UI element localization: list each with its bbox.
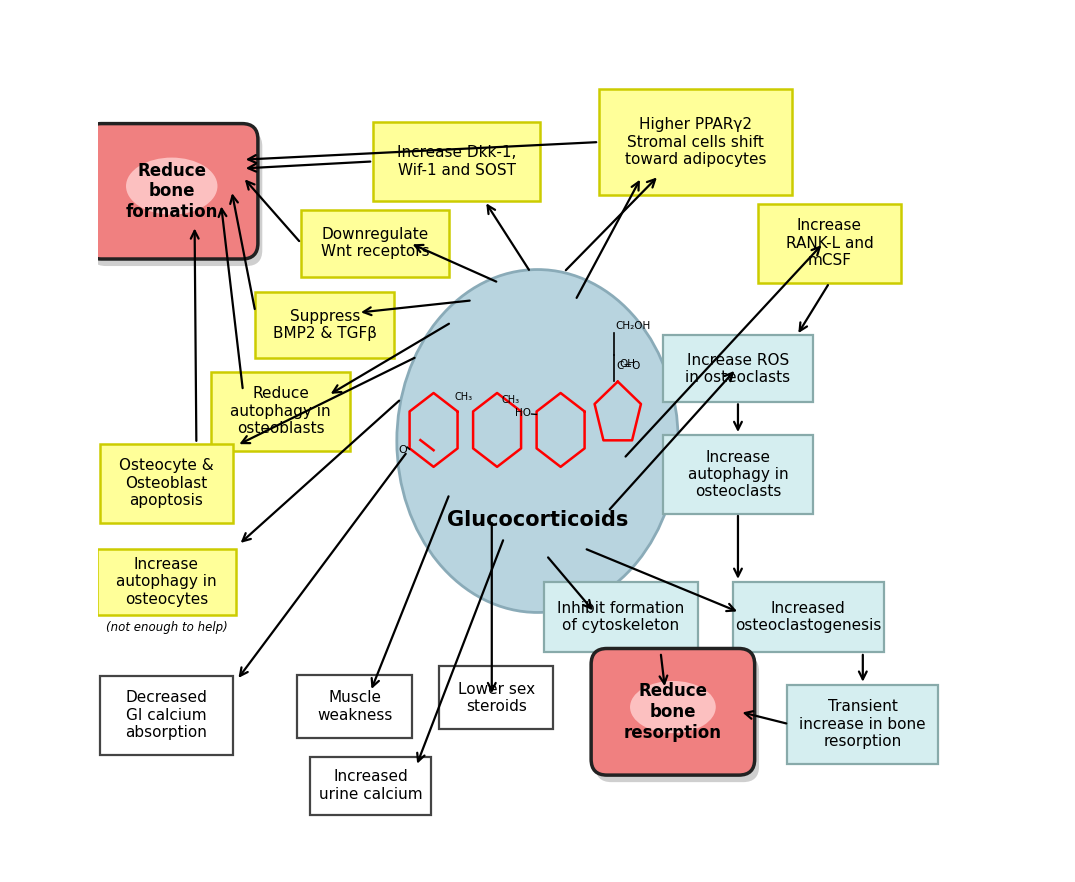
FancyBboxPatch shape	[86, 123, 258, 259]
FancyBboxPatch shape	[255, 292, 395, 358]
Text: Muscle
weakness: Muscle weakness	[317, 691, 392, 722]
FancyBboxPatch shape	[733, 581, 884, 652]
Text: Decreased
GI calcium
absorption: Decreased GI calcium absorption	[126, 691, 207, 740]
Text: Increase Dkk-1,
Wif-1 and SOST: Increase Dkk-1, Wif-1 and SOST	[397, 146, 516, 177]
Text: OH: OH	[619, 359, 635, 370]
FancyBboxPatch shape	[100, 444, 233, 523]
Text: Glucocorticoids: Glucocorticoids	[447, 510, 628, 530]
Text: Higher PPARγ2
Stromal cells shift
toward adipocytes: Higher PPARγ2 Stromal cells shift toward…	[625, 117, 766, 167]
Text: Increased
osteoclastogenesis: Increased osteoclastogenesis	[735, 601, 882, 633]
Text: CH₂OH: CH₂OH	[615, 321, 650, 331]
Text: Increase
autophagy in
osteoclasts: Increase autophagy in osteoclasts	[688, 450, 788, 499]
FancyBboxPatch shape	[90, 131, 262, 266]
Ellipse shape	[630, 681, 716, 733]
Text: Downregulate
Wnt receptors: Downregulate Wnt receptors	[320, 227, 429, 259]
Text: Increased
urine calcium: Increased urine calcium	[318, 769, 422, 802]
FancyBboxPatch shape	[544, 581, 698, 652]
Text: Reduce
autophagy in
osteoblasts: Reduce autophagy in osteoblasts	[230, 386, 331, 436]
Text: Osteocyte &
Osteoblast
apoptosis: Osteocyte & Osteoblast apoptosis	[119, 459, 214, 508]
FancyBboxPatch shape	[439, 666, 554, 729]
FancyBboxPatch shape	[596, 655, 759, 782]
Text: Increase ROS
in osteoclasts: Increase ROS in osteoclasts	[686, 353, 790, 385]
Text: Transient
increase in bone
resorption: Transient increase in bone resorption	[800, 699, 927, 749]
FancyBboxPatch shape	[97, 549, 235, 615]
FancyBboxPatch shape	[100, 676, 233, 755]
Text: O: O	[399, 445, 407, 455]
Ellipse shape	[397, 270, 678, 612]
FancyBboxPatch shape	[373, 122, 540, 201]
FancyBboxPatch shape	[310, 757, 431, 815]
FancyBboxPatch shape	[301, 210, 448, 277]
FancyBboxPatch shape	[591, 648, 755, 775]
Ellipse shape	[126, 158, 217, 214]
FancyBboxPatch shape	[599, 89, 792, 195]
FancyBboxPatch shape	[298, 675, 412, 738]
FancyBboxPatch shape	[787, 684, 938, 764]
FancyBboxPatch shape	[663, 435, 813, 514]
Text: CH₃: CH₃	[455, 392, 473, 402]
Text: CH₃: CH₃	[502, 394, 520, 405]
Text: Reduce
bone
formation: Reduce bone formation	[126, 161, 218, 221]
Text: C=O: C=O	[617, 361, 641, 371]
Text: Inhibit formation
of cytoskeleton: Inhibit formation of cytoskeleton	[558, 601, 685, 633]
Text: (not enough to help): (not enough to help)	[105, 621, 227, 634]
FancyBboxPatch shape	[212, 371, 350, 451]
Text: Reduce
bone
resorption: Reduce bone resorption	[624, 682, 722, 742]
Text: Increase
autophagy in
osteocytes: Increase autophagy in osteocytes	[116, 557, 217, 607]
Text: HO: HO	[515, 408, 531, 418]
FancyBboxPatch shape	[758, 204, 901, 283]
FancyBboxPatch shape	[663, 335, 813, 402]
Text: Suppress
BMP2 & TGFβ: Suppress BMP2 & TGFβ	[273, 309, 376, 341]
Text: Increase
RANK-L and
mCSF: Increase RANK-L and mCSF	[786, 218, 873, 268]
Text: Lower sex
steroids: Lower sex steroids	[458, 682, 534, 714]
